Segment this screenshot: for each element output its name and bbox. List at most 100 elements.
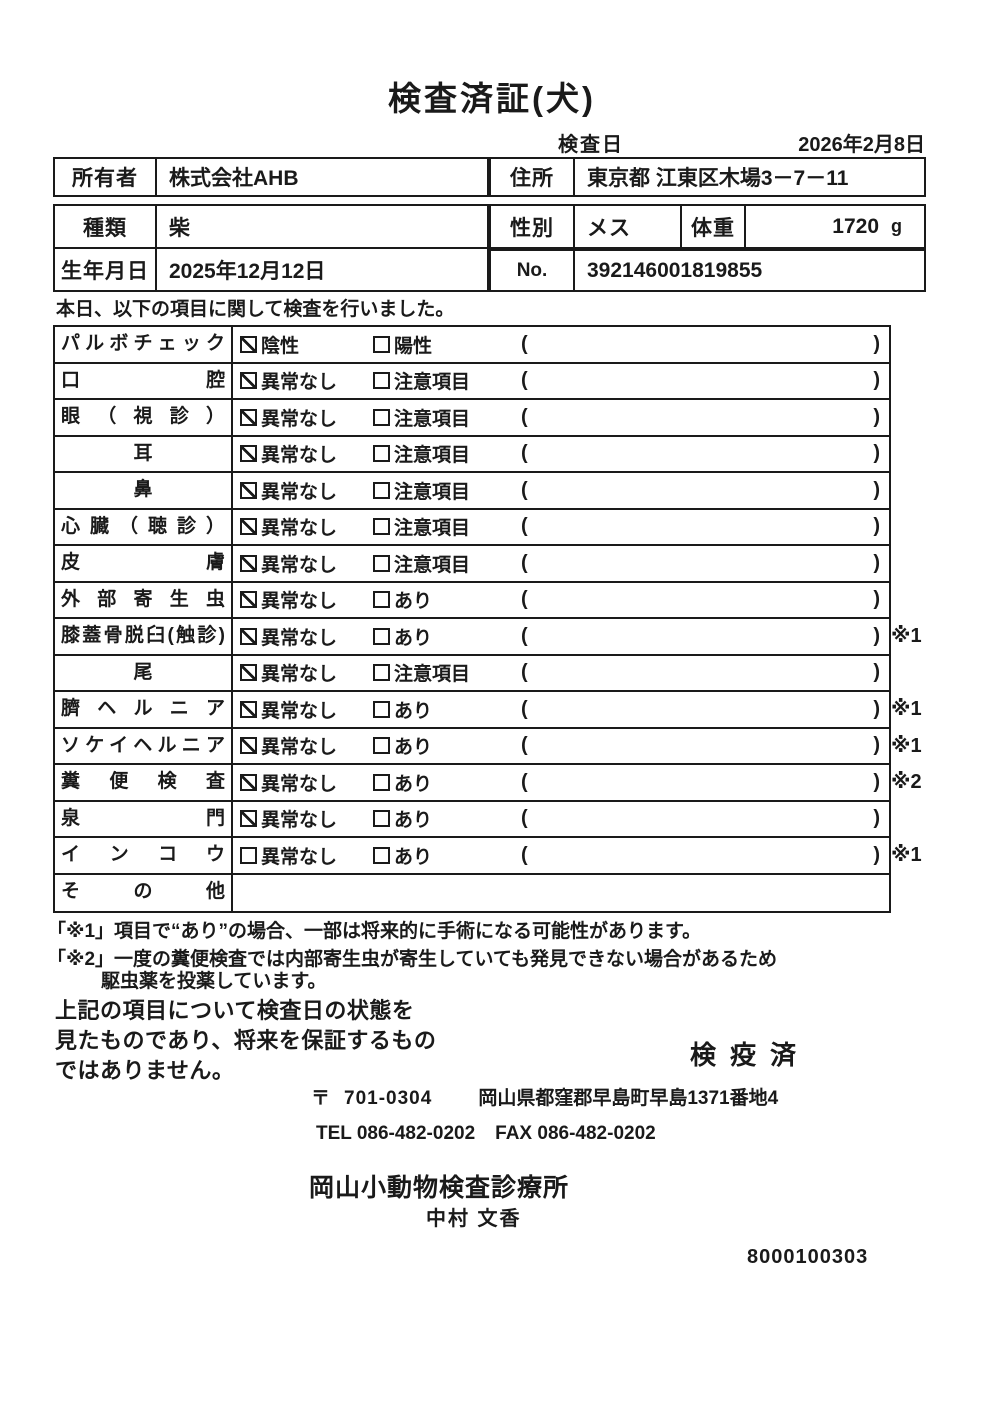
item-label: 耳 — [55, 436, 233, 471]
checklist-row: 眼（視診） 異常なし 注意項目 () — [55, 400, 889, 437]
option-label: 注意項目 — [394, 445, 471, 467]
paren-close: ) — [873, 332, 880, 355]
veterinarian-name: 中村 文香 — [426, 1208, 522, 1230]
checkbox-unchecked-icon — [373, 335, 390, 353]
clinic-tel-line: TEL 086-482-0202 FAX 086-482-0202 — [316, 1123, 656, 1145]
statement-line-2: 見たものであり、将来を保証するもの — [55, 1028, 437, 1053]
row-content: 異常なし 注意項目 () — [233, 400, 889, 435]
checklist-row: 膝蓋骨脱臼(触診) 異常なし あり () ※1 — [55, 619, 922, 656]
breed-birthdate-table: 種類 柴 生年月日 2025年12月12日 — [53, 204, 489, 292]
paren-open: ( — [521, 369, 528, 392]
number-label: No. — [491, 251, 575, 290]
item-label: 心臓（聴診） — [55, 509, 233, 544]
row-content: 異常なし あり () — [233, 765, 889, 800]
checkbox-checked-icon — [240, 810, 257, 828]
checkbox-checked-icon — [240, 518, 257, 536]
option-1: 異常なし — [240, 769, 373, 796]
row-content: 異常なし 注意項目 () — [233, 510, 889, 545]
checkbox-unchecked-icon — [373, 554, 390, 572]
checkbox-checked-icon — [240, 481, 257, 499]
checkbox-unchecked-icon — [373, 627, 390, 645]
option-label: 陰性 — [261, 335, 300, 357]
paren-close: ) — [873, 843, 880, 866]
row-content: 異常なし あり () — [233, 692, 889, 727]
option-label: 異常なし — [261, 445, 338, 467]
checkbox-checked-icon — [240, 591, 257, 609]
row-content: 異常なし あり () — [233, 583, 889, 618]
checkbox-checked-icon — [240, 700, 257, 718]
checkbox-unchecked-icon — [373, 408, 390, 426]
paren-close: ) — [873, 588, 880, 611]
row-content: 異常なし あり () — [233, 619, 889, 654]
checkbox-checked-icon — [240, 445, 257, 463]
checkbox-checked-icon — [240, 335, 257, 353]
clinic-address: 岡山県都窪郡早島町早島1371番地4 — [478, 1088, 779, 1109]
paren-close: ) — [873, 770, 880, 793]
owner-value: 株式会社AHB — [169, 167, 299, 190]
checkbox-unchecked-icon — [373, 810, 390, 828]
checkbox-unchecked-icon — [373, 846, 390, 864]
option-2: 注意項目 — [373, 367, 521, 394]
checkbox-checked-icon — [240, 372, 257, 390]
option-1: 異常なし — [240, 440, 373, 467]
option-label: あり — [394, 846, 433, 868]
option-2: 注意項目 — [373, 513, 521, 540]
row-content: 異常なし あり () — [233, 729, 889, 764]
item-label: 口腔 — [55, 363, 233, 398]
row-content: 異常なし 注意項目 () — [233, 437, 889, 472]
option-label: 異常なし — [261, 810, 338, 832]
option-label: 異常なし — [261, 627, 338, 649]
number-row: No. 392146001819855 — [489, 249, 926, 292]
option-1: 異常なし — [240, 404, 373, 431]
paren-open: ( — [521, 442, 528, 465]
item-label: 鼻 — [55, 473, 233, 508]
option-1: 異常なし — [240, 623, 373, 650]
inspection-date-value: 2026年2月8日 — [798, 134, 925, 156]
item-label: 臍ヘルニア — [55, 692, 233, 727]
checklist-row: 心臓（聴診） 異常なし 注意項目 () — [55, 509, 889, 546]
paren-open: ( — [521, 734, 528, 757]
option-label: あり — [394, 810, 433, 832]
option-label: あり — [394, 773, 433, 795]
checklist-row: 泉門 異常なし あり () — [55, 801, 889, 838]
option-2: あり — [373, 769, 521, 796]
option-1: 陰性 — [240, 331, 373, 358]
statement-line-1: 上記の項目について検査日の状態を — [55, 998, 415, 1023]
weight-label: 体重 — [682, 206, 746, 247]
paren-close: ) — [873, 807, 880, 830]
paren-open: ( — [521, 770, 528, 793]
option-label: 異常なし — [261, 664, 338, 686]
option-1: 異常なし — [240, 477, 373, 504]
paren-close: ) — [873, 369, 880, 392]
weight-unit: g — [891, 216, 902, 236]
checkbox-unchecked-icon — [373, 773, 390, 791]
checkbox-unchecked-icon — [373, 591, 390, 609]
option-label: 注意項目 — [394, 408, 471, 430]
option-2: あり — [373, 805, 521, 832]
option-label: 異常なし — [261, 773, 338, 795]
address-label: 住所 — [491, 159, 575, 195]
paren-open: ( — [521, 697, 528, 720]
inspection-date-label: 検査日 — [558, 134, 624, 156]
checkbox-unchecked-icon — [373, 518, 390, 536]
address-row: 住所 東京都 江東区木場3－7－11 — [489, 157, 926, 197]
row-content: 異常なし 注意項目 () — [233, 364, 889, 399]
checklist-row: 鼻 異常なし 注意項目 () — [55, 473, 889, 510]
option-2: あり — [373, 586, 521, 613]
number-value: 392146001819855 — [587, 258, 763, 282]
quarantine-stamp: 検疫済 — [690, 1040, 811, 1070]
paren-close: ) — [873, 405, 880, 428]
option-label: 注意項目 — [394, 554, 471, 576]
paren-open: ( — [521, 843, 528, 866]
sex-label: 性別 — [491, 206, 575, 247]
paren-open: ( — [521, 661, 528, 684]
option-label: 注意項目 — [394, 372, 471, 394]
option-1: 異常なし — [240, 842, 373, 869]
sex-weight-row: 性別 メス 体重 1720 g — [489, 204, 926, 249]
document-code: 8000100303 — [747, 1246, 869, 1268]
paren-open: ( — [521, 332, 528, 355]
footnote-marker: ※1 — [891, 734, 922, 757]
footnote-1: 「※1」項目で“あり”の場合、一部は将来的に手術になる可能性があります。 — [47, 921, 702, 942]
clinic-name: 岡山小動物検査診療所 — [309, 1174, 570, 1202]
checkbox-unchecked-icon — [240, 846, 257, 864]
